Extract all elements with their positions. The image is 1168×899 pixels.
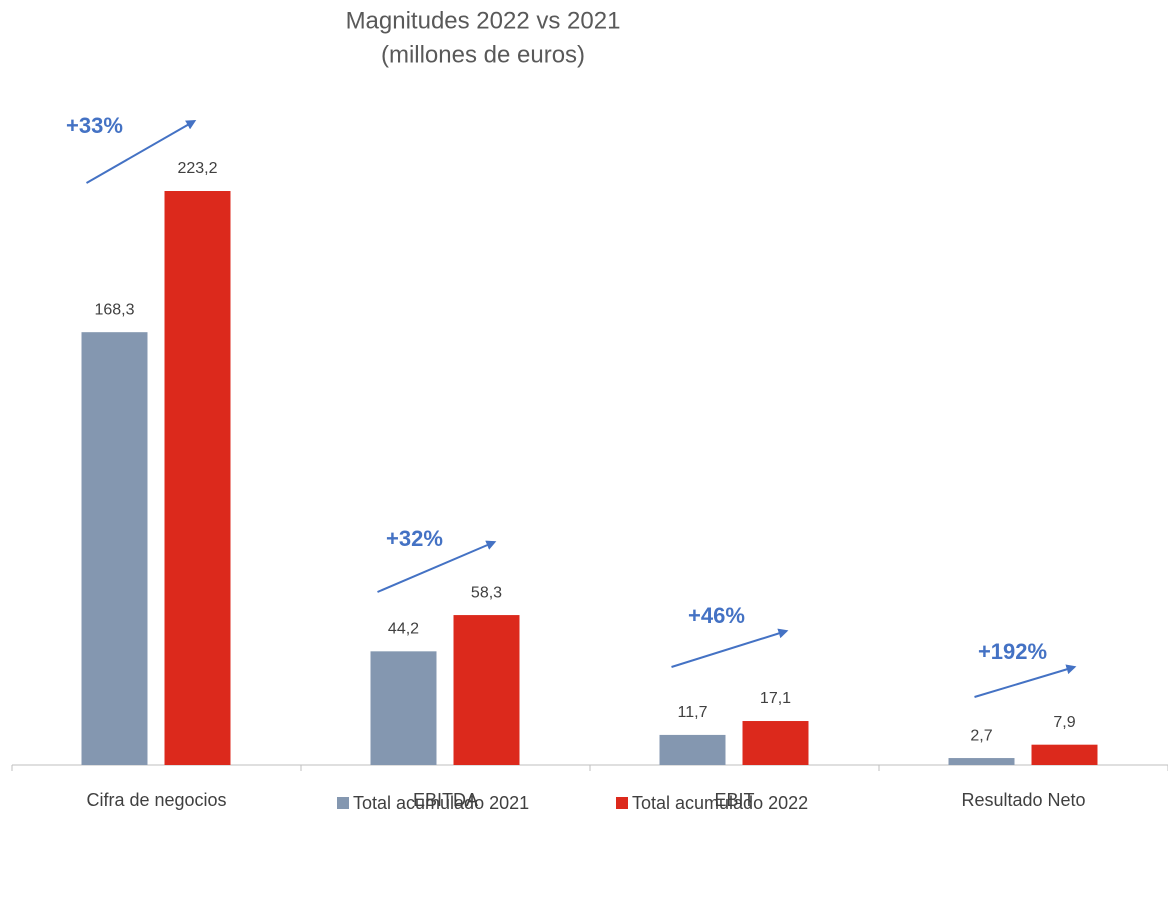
growth-arrow bbox=[974, 664, 1077, 698]
data-label: 44,2 bbox=[388, 621, 419, 638]
data-label: 17,1 bbox=[760, 690, 791, 707]
legend-swatch bbox=[616, 797, 628, 809]
x-tick-label: Resultado Neto bbox=[961, 790, 1085, 810]
bar bbox=[453, 615, 520, 765]
legend-label: Total acumulado 2022 bbox=[632, 793, 808, 813]
data-label: 11,7 bbox=[678, 704, 708, 721]
bar bbox=[742, 721, 809, 765]
growth-arrow bbox=[86, 120, 197, 184]
bar bbox=[1031, 744, 1098, 765]
chart-subtitle: (millones de euros) bbox=[381, 41, 585, 68]
data-label: 58,3 bbox=[471, 584, 502, 601]
bar bbox=[659, 734, 726, 765]
growth-annotation: +33% bbox=[66, 113, 123, 138]
x-tick-label: EBITDA bbox=[413, 790, 478, 810]
data-label: 168,3 bbox=[94, 301, 134, 318]
bar bbox=[370, 651, 437, 765]
growth-annotation: +192% bbox=[978, 639, 1047, 664]
bar bbox=[81, 332, 148, 765]
data-label: 223,2 bbox=[177, 160, 217, 177]
bar bbox=[948, 758, 1015, 765]
x-tick-label: EBIT bbox=[714, 790, 754, 810]
growth-arrow bbox=[671, 628, 789, 668]
growth-annotation: +32% bbox=[386, 526, 443, 551]
legend-swatch bbox=[337, 797, 349, 809]
growth-annotation: +46% bbox=[688, 603, 745, 628]
chart-title: Magnitudes 2022 vs 2021 bbox=[346, 7, 621, 34]
data-label: 7,9 bbox=[1053, 714, 1075, 731]
data-label: 2,7 bbox=[970, 727, 992, 744]
growth-arrow bbox=[377, 540, 497, 593]
bar bbox=[164, 191, 231, 765]
legend-label: Total acumulado 2021 bbox=[353, 793, 529, 813]
x-tick-label: Cifra de negocios bbox=[86, 790, 226, 810]
